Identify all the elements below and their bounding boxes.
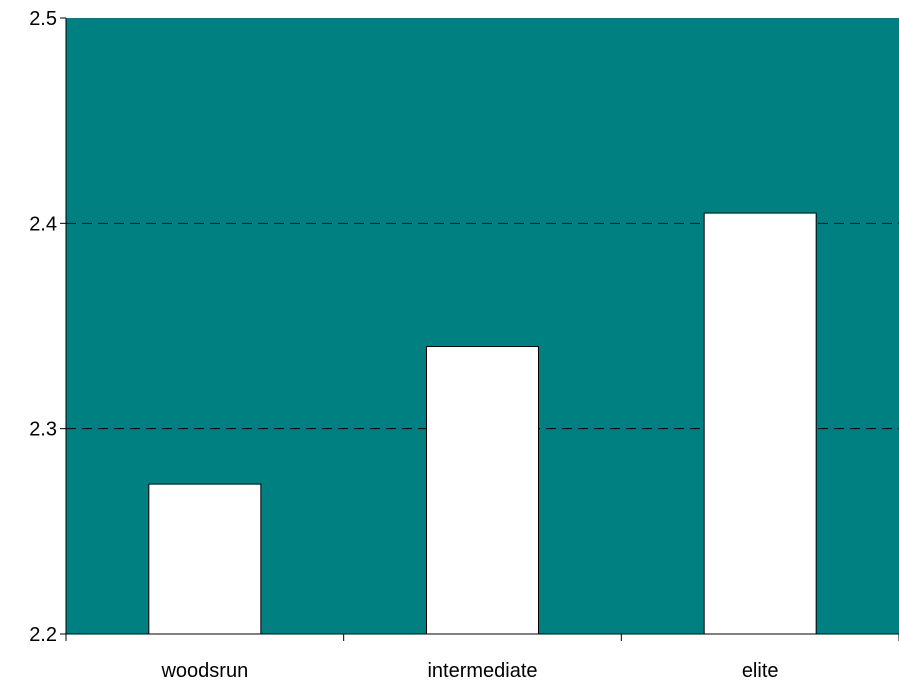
y-tick-label: 2.3	[29, 419, 57, 441]
bar-woodsrun	[148, 483, 262, 635]
x-tick-label: elite	[742, 660, 779, 682]
y-axis-ticks: 2.2 2.3 2.4 2.5	[29, 8, 66, 646]
bars	[148, 212, 817, 635]
x-tick-label: intermediate	[427, 660, 537, 682]
x-axis-ticks: woodsrun intermediate elite	[65, 634, 899, 682]
x-tick-label: woodsrun	[160, 660, 248, 682]
y-tick-label: 2.2	[29, 624, 57, 646]
bar-elite	[703, 212, 817, 635]
y-tick-label: 2.5	[29, 8, 57, 30]
bar-intermediate	[426, 346, 539, 635]
y-tick-label: 2.4	[29, 213, 57, 235]
